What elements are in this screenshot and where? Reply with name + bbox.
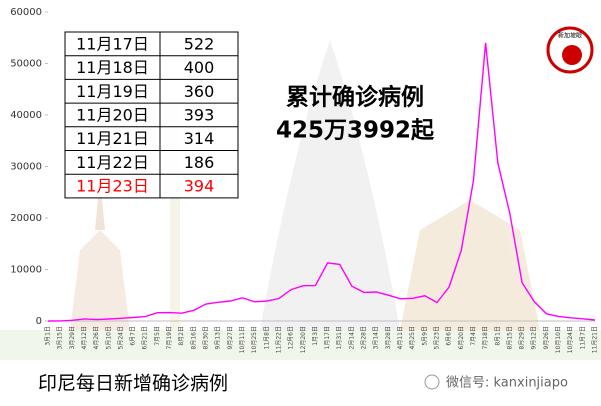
x-tick-label: 8月2日 bbox=[178, 326, 185, 346]
y-tick-label: 0 bbox=[36, 316, 42, 327]
plot bbox=[47, 42, 596, 322]
x-tick-label: 5月10日 bbox=[105, 326, 112, 349]
x-tick-label: 4月26日 bbox=[93, 326, 100, 349]
logo-text: 新加坡眼 bbox=[558, 32, 582, 40]
table-cell: 186 bbox=[184, 153, 215, 172]
x-tick-label: 8月30日 bbox=[203, 326, 210, 349]
x-tick-label: 6月7日 bbox=[130, 326, 137, 346]
x-tick-label: 10月24日 bbox=[567, 326, 574, 353]
table-cell: 11月17日 bbox=[76, 34, 149, 53]
logo: 新加坡眼 bbox=[546, 26, 594, 74]
x-tick-label: 5月24日 bbox=[117, 326, 124, 349]
x-tick-label: 4月12日 bbox=[81, 326, 88, 349]
table-cell: 522 bbox=[184, 34, 215, 53]
table-cell: 11月19日 bbox=[76, 82, 149, 101]
table-cell: 360 bbox=[184, 82, 215, 101]
wechat-icon bbox=[424, 374, 440, 390]
annotation: 425万3992起 bbox=[276, 118, 435, 144]
x-tick-label: 3月15日 bbox=[57, 326, 64, 349]
y-tick-label: 40000 bbox=[10, 110, 42, 121]
y-tick-label: 10000 bbox=[10, 265, 42, 276]
table-cell: 11月18日 bbox=[76, 58, 149, 77]
x-tick-label: 6月21日 bbox=[142, 326, 149, 349]
x-tick-label: 7月19日 bbox=[166, 326, 173, 349]
x-tick-label: 3月28日 bbox=[385, 326, 392, 349]
table-frame bbox=[64, 31, 239, 199]
x-tick-label: 9月12日 bbox=[531, 326, 538, 349]
x-tick-label: 10月25日 bbox=[251, 326, 258, 353]
x-tick-label: 8月15日 bbox=[506, 326, 513, 349]
x-tick-label: 8月29日 bbox=[519, 326, 526, 349]
caption: 印尼每日新增确诊病例 bbox=[38, 373, 228, 395]
x-tick-label: 7月4日 bbox=[470, 326, 477, 346]
x-tick-label: 7月5日 bbox=[154, 326, 161, 346]
data-table: 11月17日 522 11月18日 400 11月19日 360 11月20日 393 11月2… bbox=[64, 31, 239, 199]
x-tick-label: 11月8日 bbox=[263, 326, 270, 349]
x-tick-label: 11月22日 bbox=[275, 326, 282, 353]
x-tick-label: 11月21日 bbox=[592, 326, 599, 353]
x-tick-label: 2月28日 bbox=[361, 326, 368, 349]
y-tick-label: 20000 bbox=[10, 213, 42, 224]
caption-bar bbox=[0, 362, 601, 406]
x-tick-label: 1月3日 bbox=[312, 326, 319, 346]
table-cell: 314 bbox=[184, 129, 215, 148]
x-tick-label: 12月6日 bbox=[288, 326, 295, 349]
x-tick-label: 8月16日 bbox=[190, 326, 197, 349]
ticks: 0 10000 20000 30000 40000 50000 60000 3月1日 3月15日… bbox=[10, 7, 598, 353]
x-tick-label: 10月10日 bbox=[555, 326, 562, 353]
table-cell: 11月21日 bbox=[76, 129, 149, 148]
x-tick-label: 5月9日 bbox=[421, 326, 428, 346]
x-tick-label: 5月23日 bbox=[433, 326, 440, 349]
x-tick-label: 12月20日 bbox=[300, 326, 307, 353]
x-tick-label: 9月26日 bbox=[543, 326, 550, 349]
table-cell: 11月23日 bbox=[76, 177, 149, 196]
background-art bbox=[0, 40, 601, 360]
x-tick-label: 11月7日 bbox=[579, 326, 586, 349]
x-tick-label: 9月13日 bbox=[215, 326, 222, 349]
x-tick-label: 1月31日 bbox=[336, 326, 343, 349]
table-cell: 400 bbox=[184, 58, 215, 77]
x-tick-label: 7月18日 bbox=[482, 326, 489, 349]
x-tick-label: 10月11日 bbox=[239, 326, 246, 353]
y-tick-label: 50000 bbox=[10, 59, 42, 70]
wechat-id: 微信号: kanxinjiapo bbox=[446, 376, 568, 391]
x-tick-label: 4月11日 bbox=[397, 326, 404, 349]
table-cell: 11月22日 bbox=[76, 153, 149, 172]
x-tick-label: 2月14日 bbox=[348, 326, 355, 349]
series-line bbox=[47, 42, 596, 322]
annotation: 累计确诊病例 bbox=[286, 84, 424, 111]
x-tick-label: 3月29日 bbox=[69, 326, 76, 349]
x-tick-label: 1月17日 bbox=[324, 326, 331, 349]
table-cell: 394 bbox=[184, 177, 215, 196]
y-tick-label: 30000 bbox=[10, 162, 42, 173]
x-tick-label: 3月1日 bbox=[45, 326, 52, 346]
x-tick-label: 4月25日 bbox=[409, 326, 416, 349]
y-tick-label: 60000 bbox=[10, 7, 42, 18]
x-tick-label: 6月6日 bbox=[446, 326, 453, 346]
x-tick-label: 9月27日 bbox=[227, 326, 234, 349]
x-tick-label: 3月14日 bbox=[373, 326, 380, 349]
table-cell: 11月20日 bbox=[76, 105, 149, 124]
x-tick-label: 8月1日 bbox=[494, 326, 501, 346]
x-tick-label: 6月20日 bbox=[458, 326, 465, 349]
table-cell: 393 bbox=[184, 105, 215, 124]
